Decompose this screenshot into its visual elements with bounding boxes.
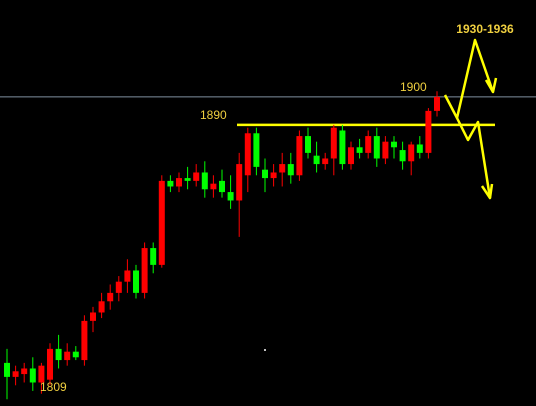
candle-body [158,180,165,265]
candle-body [262,169,268,179]
candle-body [12,371,19,377]
candle-body [219,180,225,193]
candle-body [107,292,114,302]
candle-body [115,281,122,293]
candle-body [81,320,88,361]
candle-body [270,172,277,179]
candle-body [330,127,337,159]
candle-body [141,248,148,293]
candle-body [416,144,423,153]
candle-body [391,141,397,148]
candle-body [72,351,79,358]
candle-body [133,270,139,293]
candle-body [365,136,372,153]
candle-body [425,110,432,153]
candle-body [193,172,200,181]
candle-body [210,183,217,190]
candle-body [64,351,71,361]
candle-body [296,136,303,176]
candle-body [201,172,208,190]
arrow-path [443,38,495,120]
arrow-head [484,77,498,94]
candle-body [339,130,346,165]
candle-body [124,270,131,282]
candle-body [279,164,286,173]
candle-body [167,180,174,187]
arrow-path [455,117,492,199]
candle-body [236,164,243,201]
candle-body [382,141,389,159]
candle-body [348,147,354,165]
candle-body [399,150,406,162]
candle-body [253,133,260,167]
candle-body [287,164,294,176]
candle-body [38,365,45,383]
candle-body [313,155,320,165]
candle-body [373,136,380,159]
candle-body [21,368,28,375]
candle-body [98,301,105,313]
candle-body [434,96,440,111]
candle-body [408,144,415,162]
arrow-head [480,183,494,200]
level-label: 1900 [400,80,427,94]
level-label: 1890 [200,108,227,122]
candle-body [176,178,182,187]
candle-body [150,248,157,265]
candle-body [29,368,36,383]
candle-body [90,312,96,321]
candle-body [322,158,329,165]
candle-body [47,348,53,380]
target-label: 1930-1936 [456,22,514,36]
candle-body [55,348,62,361]
candle-body [356,147,363,153]
candle-body [227,192,234,201]
candle-body [4,362,10,377]
candle-body [184,178,191,181]
low-label: 1809 [40,380,67,394]
projection-arrows [443,38,498,200]
candle-body [244,133,251,176]
dot [264,349,266,351]
candle-body [305,136,311,153]
